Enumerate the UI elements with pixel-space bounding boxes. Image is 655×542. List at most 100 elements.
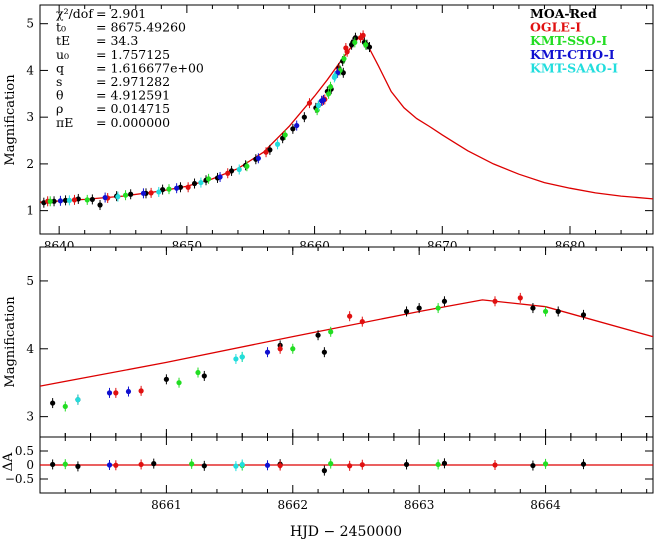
data-point-ogle-i [185,184,191,190]
data-point-kmt-saao-i [315,102,322,109]
y-tick-label: 0.5 [15,444,34,458]
data-point-moa-red [352,35,359,41]
data-point-kmt-ctio-i [102,194,108,201]
data-point-ogle-i [138,461,144,468]
data-point-kmt-sso-i [189,461,195,467]
data-point-kmt-ctio-i [174,185,180,191]
data-point-moa-red [441,460,448,466]
data-point-ogle-i [492,462,498,468]
data-point-kmt-sso-i [435,461,441,468]
data-point-ogle-i [492,298,498,304]
data-point-kmt-saao-i [233,356,239,362]
data-point-moa-red [160,187,166,193]
parameter-symbol: χ²/dof [56,6,94,21]
data-point-moa-red [191,180,198,187]
legend-entry: OGLE-I [530,20,581,35]
parameter-value: = 4.912591 [96,88,170,103]
y-tick-label: 4 [26,342,34,356]
parameter-value: = 0.000000 [96,115,170,130]
data-point-kmt-saao-i [66,197,72,203]
residuals-panel: −0.500.5 8661 8662 8663 8664 [5,436,654,512]
data-point-kmt-ctio-i [125,388,132,395]
data-point-kmt-sso-i [363,42,369,48]
data-point-moa-red [163,376,169,382]
data-point-kmt-saao-i [115,194,121,200]
data-point-moa-red [530,305,536,311]
data-point-moa-red [290,126,296,132]
data-point-kmt-sso-i [62,461,68,467]
x-tick-label: 8662 [278,498,309,512]
data-point-kmt-ctio-i [320,97,327,103]
data-point-ogle-i [306,100,313,106]
data-point-kmt-sso-i [542,308,549,315]
x-tick-label: 8663 [404,498,435,512]
data-point-moa-red [315,332,321,338]
parameter-symbol: θ [56,88,64,103]
data-point-kmt-sso-i [352,39,358,45]
data-point-kmt-sso-i [62,403,68,410]
parameter-value: = 2.901 [96,6,146,21]
data-point-moa-red [75,463,81,469]
data-point-moa-red [416,305,422,311]
model-parameters: χ²/dof = 2.901 t₀ = 8675.49260 tE = 34.3 u₀ = 1… [56,6,204,130]
data-point-moa-red [530,462,536,469]
data-point-moa-red [50,400,56,406]
data-point-moa-red [151,461,157,467]
residuals-points [50,458,587,476]
data-point-kmt-ctio-i [255,155,261,161]
parameter-symbol: s [56,74,62,89]
parameter-symbol: u₀ [56,47,69,62]
parameter-symbol: πE [56,115,73,130]
data-point-ogle-i [263,149,269,155]
data-point-moa-red [62,197,69,203]
data-point-moa-red [50,461,56,468]
parameter-value: = 1.616677e+00 [96,60,204,75]
data-point-kmt-sso-i [290,346,296,352]
data-point-kmt-sso-i [47,198,53,204]
data-point-ogle-i [359,319,365,325]
y-tick-label: 0 [26,458,34,472]
data-point-moa-red [403,461,410,468]
data-point-kmt-sso-i [341,56,347,62]
y-tick-label: 3 [26,410,34,424]
parameter-value: = 2.971282 [96,74,170,89]
parameter-symbol: q [56,60,64,75]
data-point-moa-red [441,298,448,304]
data-point-ogle-i [277,346,283,352]
parameter-value: = 0.014715 [96,101,170,116]
x-tick-label: 8664 [530,498,561,512]
legend-entry: KMT-SSO-I [530,33,607,48]
data-point-ogle-i [225,170,231,176]
peak-zoom-panel: 3 4 5 [26,246,654,438]
parameter-value: = 1.757125 [96,47,170,62]
y-tick-label: 3 [26,110,34,124]
data-point-ogle-i [71,197,78,203]
data-point-moa-red [51,198,57,204]
data-point-ogle-i [344,49,350,55]
data-point-kmt-sso-i [327,84,334,90]
legend-entry: KMT-CTIO-I [530,47,615,62]
data-point-moa-red [301,114,307,120]
x-tick-label: 8661 [151,498,182,512]
data-point-ogle-i [359,462,365,468]
data-point-moa-red [267,147,273,153]
data-point-kmt-sso-i [205,176,212,182]
peak-zoom-ticks: 3 4 5 [26,247,653,437]
data-point-ogle-i [138,388,144,394]
data-point-kmt-sso-i [435,305,441,311]
parameter-value: = 34.3 [96,33,138,48]
data-point-kmt-saao-i [75,397,81,403]
full-light-curve-frame [39,4,654,235]
data-point-ogle-i [113,462,119,468]
data-point-kmt-ctio-i [294,122,300,129]
data-point-kmt-sso-i [176,380,182,386]
data-point-kmt-ctio-i [57,198,64,204]
data-point-moa-red [89,196,95,203]
data-point-ogle-i [113,390,119,396]
data-point-kmt-sso-i [84,197,90,203]
data-point-ogle-i [347,463,353,469]
data-point-kmt-sso-i [122,192,129,198]
data-point-kmt-sso-i [328,461,334,467]
